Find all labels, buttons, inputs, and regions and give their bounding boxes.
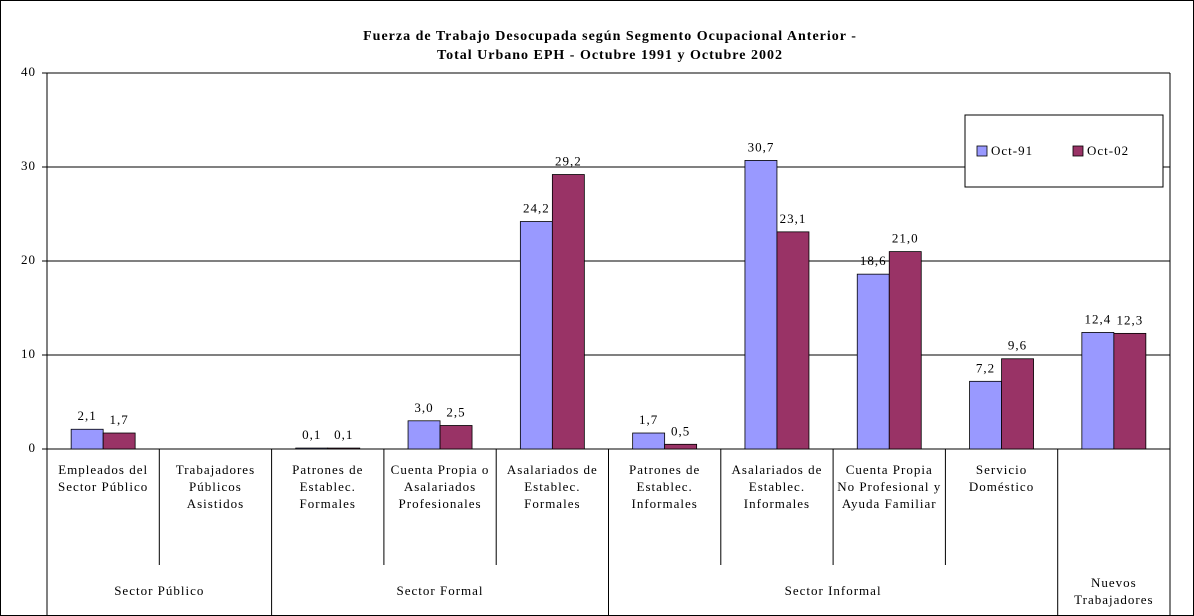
value-label: 1,7: [639, 412, 658, 427]
value-label: 24,2: [523, 201, 550, 216]
x-tick-label: [1058, 449, 1170, 565]
y-tick-label: 10: [21, 346, 36, 361]
x-tick-label: Cuenta Propia No Profesional y Ayuda Fam…: [837, 462, 942, 511]
chart-title: Fuerza de Trabajo Desocupada según Segme…: [363, 29, 857, 44]
value-label: 0,1: [302, 427, 321, 442]
bar: [327, 447, 361, 450]
chart-subtitle: Total Urbano EPH - Octubre 1991 y Octubr…: [437, 48, 783, 63]
value-label: 21,0: [892, 231, 919, 246]
x-tick-label: Asalariados de Establec. Formales: [506, 462, 598, 511]
bar: [969, 380, 1002, 450]
bar: [888, 251, 922, 450]
bar: [632, 432, 666, 450]
value-label: 9,6: [1008, 338, 1027, 353]
value-label: 30,7: [748, 139, 775, 154]
value-label: 1,7: [110, 412, 129, 427]
value-label: 7,2: [976, 360, 995, 375]
value-label: 29,2: [555, 154, 582, 169]
legend-box: [964, 114, 1164, 188]
group-label: Sector Público: [114, 583, 205, 598]
bar: [551, 174, 585, 450]
bar: [439, 425, 473, 450]
bar: [856, 273, 890, 450]
legend-swatch: [976, 145, 988, 157]
x-tick-label: Empleados del Sector Público: [58, 462, 149, 494]
x-tick-label: Trabajadores Públicos Asistidos: [175, 462, 256, 511]
value-label: 23,1: [780, 211, 807, 226]
value-label: 2,1: [78, 408, 97, 423]
legend-label: Oct-02: [1087, 143, 1129, 158]
x-tick-label: Patrones de Establec. Informales: [629, 462, 701, 511]
y-tick-label: 20: [21, 252, 36, 267]
legend-swatch: [1072, 145, 1084, 157]
group-label: Nuevos Trabajadores: [1074, 574, 1154, 607]
x-tick-label: Asalariados de Establec. Informales: [731, 462, 823, 511]
bar: [776, 231, 810, 450]
legend-label: Oct-91: [991, 143, 1033, 158]
group-label: Sector Informal: [784, 583, 882, 598]
y-tick-label: 30: [21, 158, 36, 173]
x-tick-label: Servicio Doméstico: [968, 462, 1035, 494]
bar: [102, 432, 136, 450]
x-tick-label: Cuenta Propia o Asalariados Profesionale…: [390, 462, 490, 511]
bar: [519, 221, 553, 450]
value-label: 0,5: [671, 423, 690, 438]
y-tick-label: 0: [29, 440, 37, 455]
bar: [70, 428, 104, 450]
bar: [1113, 332, 1147, 450]
value-label: 12,3: [1116, 312, 1143, 327]
x-tick-label: Patrones de Establec. Formales: [292, 462, 364, 511]
y-tick-label: 40: [21, 64, 36, 79]
bar: [1001, 358, 1034, 450]
bar: [744, 160, 778, 450]
value-label: 18,6: [860, 253, 887, 268]
value-label: 2,5: [446, 404, 465, 419]
bar: [407, 420, 441, 450]
value-label: 3,0: [414, 400, 433, 415]
group-label: Sector Formal: [396, 583, 484, 598]
bar: [1081, 332, 1115, 450]
value-label: 0,1: [334, 427, 353, 442]
value-label: 12,4: [1084, 311, 1111, 326]
bar: [664, 443, 698, 450]
